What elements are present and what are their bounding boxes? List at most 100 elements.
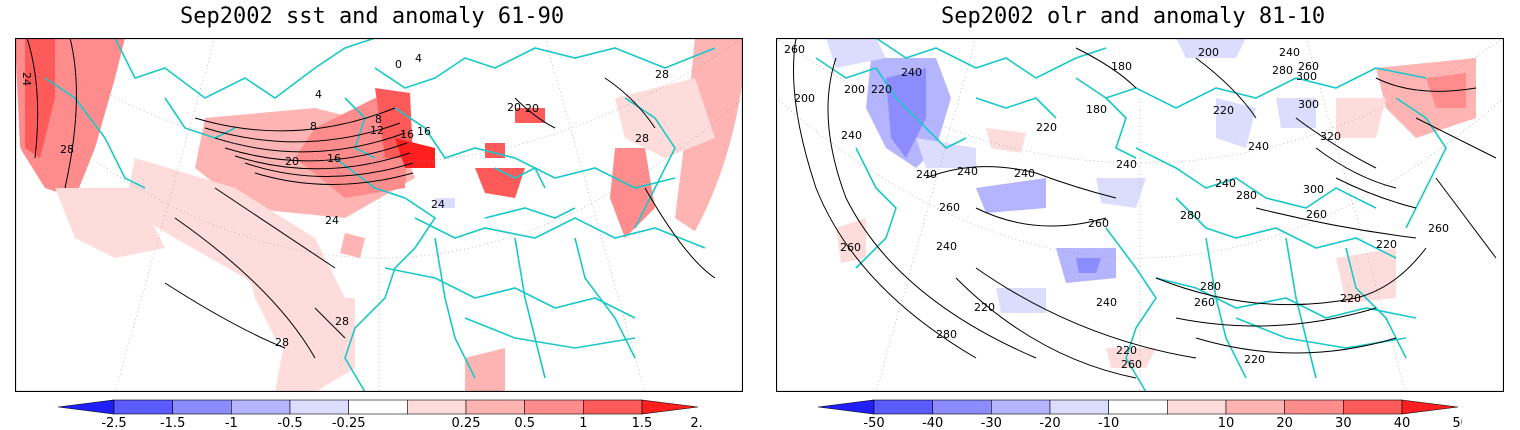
anomaly-region [1096, 178, 1146, 208]
contour-label: 200 [794, 92, 815, 105]
contour-label: 240 [1096, 296, 1117, 309]
contour-label: 20 [525, 102, 539, 115]
colorbar-swatch [932, 399, 992, 415]
contour-label: 260 [939, 201, 960, 214]
anomaly-region [916, 138, 976, 168]
contour-label: 260 [1428, 222, 1449, 235]
colorbar-swatch [1401, 399, 1459, 415]
contour-label: 220 [1244, 353, 1265, 366]
anomaly-region [515, 108, 545, 123]
contour-label: 16 [327, 152, 341, 165]
contour-label: 240 [957, 165, 978, 178]
colorbar-swatch [1225, 399, 1285, 415]
sst-anomaly-map: 24 28 28 28 0 4 4 8 8 12 16 16 20 20 24 … [15, 38, 743, 392]
contour-label: 180 [1111, 60, 1132, 73]
anomaly-region [610, 148, 655, 238]
contour-label: 28 [275, 336, 289, 349]
colorbar-swatch [172, 399, 232, 415]
colorbar-swatch [465, 399, 525, 415]
contour-label: 28 [60, 143, 74, 156]
contour-label: 260 [1306, 208, 1327, 221]
right-panel-title: Sep2002 olr and anomaly 81-10 [941, 4, 1326, 29]
contour-label: 280 [1236, 189, 1257, 202]
anomaly-region [55, 188, 165, 258]
contour-label: 240 [1215, 177, 1236, 190]
anomaly-region [1276, 98, 1316, 128]
contour-label: 12 [370, 124, 384, 137]
anomaly-region [340, 233, 365, 258]
colorbar-tick-label: -10 [1098, 416, 1119, 430]
colorbar-tick-label: 1 [579, 416, 587, 430]
anomaly-region [986, 128, 1026, 153]
colorbar-swatch [1108, 399, 1168, 415]
contour-label: 260 [840, 241, 861, 254]
colorbar-tick-label: -2.5 [101, 416, 126, 430]
contour-label: 220 [871, 83, 892, 96]
contour-label: 0 [395, 58, 402, 71]
contour-label: 240 [916, 168, 937, 181]
colorbar-tick-label: 20 [1276, 416, 1293, 430]
olr-contour-labels: 260 200 200 200 220 240 180 180 220 240 … [784, 43, 1449, 371]
sst-colorbar: -2.5 -1.5 -1 -0.5 -0.25 0.25 0.5 1 1.5 2.5 [58, 399, 702, 430]
graticule [776, 38, 1504, 392]
colorbar-tick-label: -50 [863, 416, 884, 430]
anomaly-region [1336, 98, 1386, 138]
colorbar-tick-label: -1.5 [160, 416, 185, 430]
anomaly-region [475, 168, 525, 198]
anomaly-region [1176, 38, 1246, 58]
graticule [15, 38, 743, 392]
anomaly-region [976, 178, 1046, 213]
anomaly-region [1076, 258, 1101, 273]
anomaly-region [996, 288, 1046, 313]
colorbar-swatch [231, 399, 291, 415]
colorbar-swatch [1343, 399, 1403, 415]
colorbar-swatch [1284, 399, 1344, 415]
colorbar-tick-label: -1 [225, 416, 238, 430]
sst-contours [26, 38, 716, 359]
contour-label: 4 [315, 88, 322, 101]
contour-label: 28 [635, 132, 649, 145]
anomaly-region [435, 198, 455, 208]
colorbar-tick-label: 2.5 [690, 416, 702, 430]
contour-label: 260 [1298, 60, 1319, 73]
contour-label: 300 [1303, 183, 1324, 196]
contour-label: 260 [1121, 358, 1142, 371]
contour-label: 20 [285, 155, 299, 168]
colorbar-tick-label: 40 [1394, 416, 1411, 430]
anomaly-region [25, 38, 55, 158]
contour-label: 180 [1086, 103, 1107, 116]
contour-label: 280 [1272, 64, 1293, 77]
anomaly-region [836, 218, 866, 263]
colorbar-swatch [113, 399, 173, 415]
contour-label: 24 [325, 214, 339, 227]
coastlines-and-borders [44, 38, 716, 392]
colorbar-swatch [289, 399, 349, 415]
contour-label: 240 [936, 240, 957, 253]
contour-label: 280 [1200, 280, 1221, 293]
contour-label: 280 [1180, 209, 1201, 222]
contour-label: 220 [1340, 292, 1361, 305]
contour-label: 220 [974, 301, 995, 314]
contour-label: 24 [431, 198, 445, 211]
contour-label: 300 [1296, 70, 1317, 83]
colorbar-swatch [407, 399, 467, 415]
contour-label: 240 [901, 66, 922, 79]
colorbar-tick-label: -20 [1039, 416, 1060, 430]
contour-label: 8 [375, 113, 382, 126]
contour-label: 300 [1298, 98, 1319, 111]
contour-label: 28 [655, 68, 669, 81]
colorbar-swatch [1167, 399, 1227, 415]
colorbar-swatch [524, 399, 584, 415]
anomaly-region [1216, 98, 1256, 148]
contour-label: 4 [415, 52, 422, 65]
contour-label: 240 [1116, 158, 1137, 171]
colorbar-tick-label: 0.5 [514, 416, 535, 430]
contour-label: 16 [400, 128, 414, 141]
colorbar-swatch [991, 399, 1051, 415]
contour-label: 240 [1279, 46, 1300, 59]
map-frame [776, 38, 1504, 392]
contour-label: 220 [1116, 344, 1137, 357]
left-panel-title: Sep2002 sst and anomaly 61-90 [180, 4, 565, 29]
contour-label: 24 [20, 72, 33, 86]
contour-label: 220 [1036, 121, 1057, 134]
